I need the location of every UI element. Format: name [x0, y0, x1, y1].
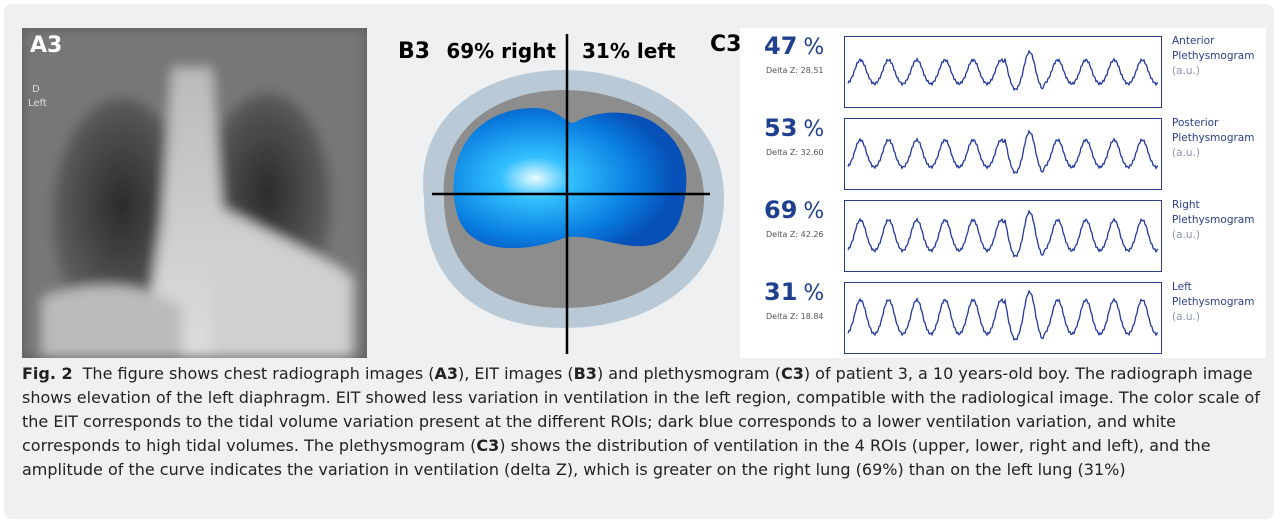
percent-value: 69	[764, 196, 798, 224]
plethysmogram-row: 53% Delta Z: 32.60 Posterior Plethysmogram (…	[740, 114, 1266, 190]
caption-text: ) of patient 3, a 10 years-old boy. The …	[22, 364, 1260, 455]
caption-label: Fig. 2	[22, 364, 73, 383]
panel-label: B3	[398, 39, 430, 64]
plethysmogram-row: 47% Delta Z: 28.51 Anterior Plethysmogram (a…	[740, 32, 1266, 108]
row-title: Anterior Plethysmogram (a.u.)	[1172, 34, 1254, 79]
unit-label: (a.u.)	[1172, 311, 1200, 323]
eit-image: B3 69% right 31% left	[398, 34, 724, 354]
unit-label: (a.u.)	[1172, 65, 1200, 77]
caption-text: ) shows the distribution of ventilation …	[22, 436, 1211, 479]
title-line: Right	[1172, 199, 1200, 211]
title-line: Anterior	[1172, 35, 1215, 47]
waveform-box	[844, 36, 1162, 108]
waveform	[847, 289, 1159, 342]
caption-text: The figure shows chest radiograph images…	[82, 364, 435, 383]
percent-unit: %	[803, 281, 825, 306]
title-line: Plethysmogram	[1172, 50, 1255, 62]
title-line: Plethysmogram	[1172, 214, 1255, 226]
percent: 47%	[764, 32, 824, 60]
percent: 69%	[764, 196, 824, 224]
percent-value: 47	[764, 32, 798, 60]
percent: 53%	[764, 114, 824, 142]
plethysmogram-row: 69% Delta Z: 42.26 Right Plethysmogram (a.u.…	[740, 196, 1266, 272]
waveform	[847, 209, 1159, 258]
figure: A3 D Left B3 69% right 31% left C3 47% De…	[4, 4, 1274, 519]
title-line: Plethysmogram	[1172, 296, 1255, 308]
delta-z: Delta Z: 32.60	[766, 148, 824, 157]
percent-unit: %	[803, 117, 825, 142]
percent-value: 31	[764, 278, 798, 306]
plethysmogram-panel: 47% Delta Z: 28.51 Anterior Plethysmogram (a…	[740, 28, 1266, 358]
percent-unit: %	[803, 199, 825, 224]
caption-text: B3	[573, 364, 597, 383]
percent: 31%	[764, 278, 824, 306]
title-line: Left	[1172, 281, 1192, 293]
caption-text: ) and plethysmogram (	[596, 364, 781, 383]
row-title: Right Plethysmogram (a.u.)	[1172, 198, 1254, 243]
row-title: Posterior Plethysmogram (a.u.)	[1172, 116, 1254, 161]
panel-label: A3	[30, 33, 62, 58]
caption-text: A3	[434, 364, 458, 383]
delta-z: Delta Z: 28.51	[766, 66, 824, 75]
marker: D	[32, 84, 40, 95]
plethysmogram-row: 31% Delta Z: 18.84 Left Plethysmogram (a.u.)	[740, 278, 1266, 354]
waveform	[847, 129, 1159, 175]
unit-label: (a.u.)	[1172, 147, 1200, 159]
caption: Fig. 2 The figure shows chest radiograph …	[22, 362, 1262, 482]
waveform-box	[844, 118, 1162, 190]
radiograph: A3 D Left	[22, 28, 367, 358]
percent-value: 53	[764, 114, 798, 142]
marker: Left	[28, 98, 47, 109]
row-title: Left Plethysmogram (a.u.)	[1172, 280, 1254, 325]
caption-text: ), EIT images (	[458, 364, 574, 383]
panel-label: C3	[710, 32, 742, 57]
title-line: Plethysmogram	[1172, 132, 1255, 144]
delta-z: Delta Z: 18.84	[766, 312, 824, 321]
waveform	[847, 49, 1159, 92]
title-line: Posterior	[1172, 117, 1219, 129]
caption-text: C3	[780, 364, 804, 383]
region-label: 31% left	[582, 39, 676, 63]
waveform-box	[844, 200, 1162, 272]
waveform-box	[844, 282, 1162, 354]
caption-text: C3	[476, 436, 500, 455]
unit-label: (a.u.)	[1172, 229, 1200, 241]
percent-unit: %	[803, 35, 825, 60]
region-label: 69% right	[446, 39, 556, 63]
delta-z: Delta Z: 42.26	[766, 230, 824, 239]
